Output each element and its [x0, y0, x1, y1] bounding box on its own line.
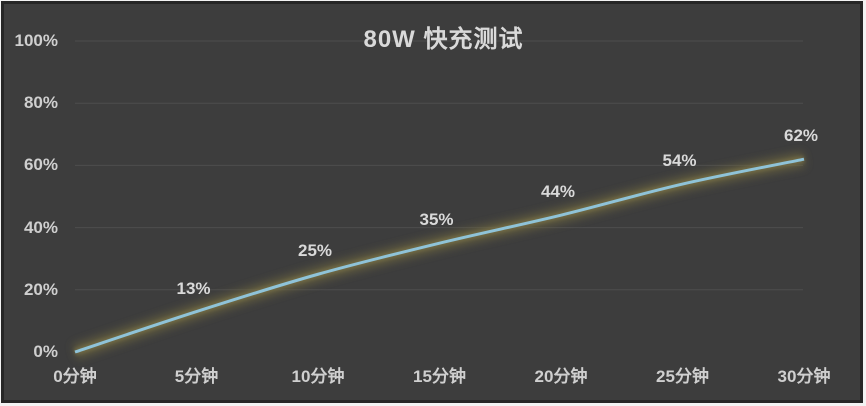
- series-line: [74, 157, 805, 354]
- gridlines: [75, 40, 803, 291]
- chart-title: 80W 快充测试: [363, 26, 524, 53]
- charging-curve: [72, 151, 806, 360]
- line-glow-outer: [72, 151, 806, 360]
